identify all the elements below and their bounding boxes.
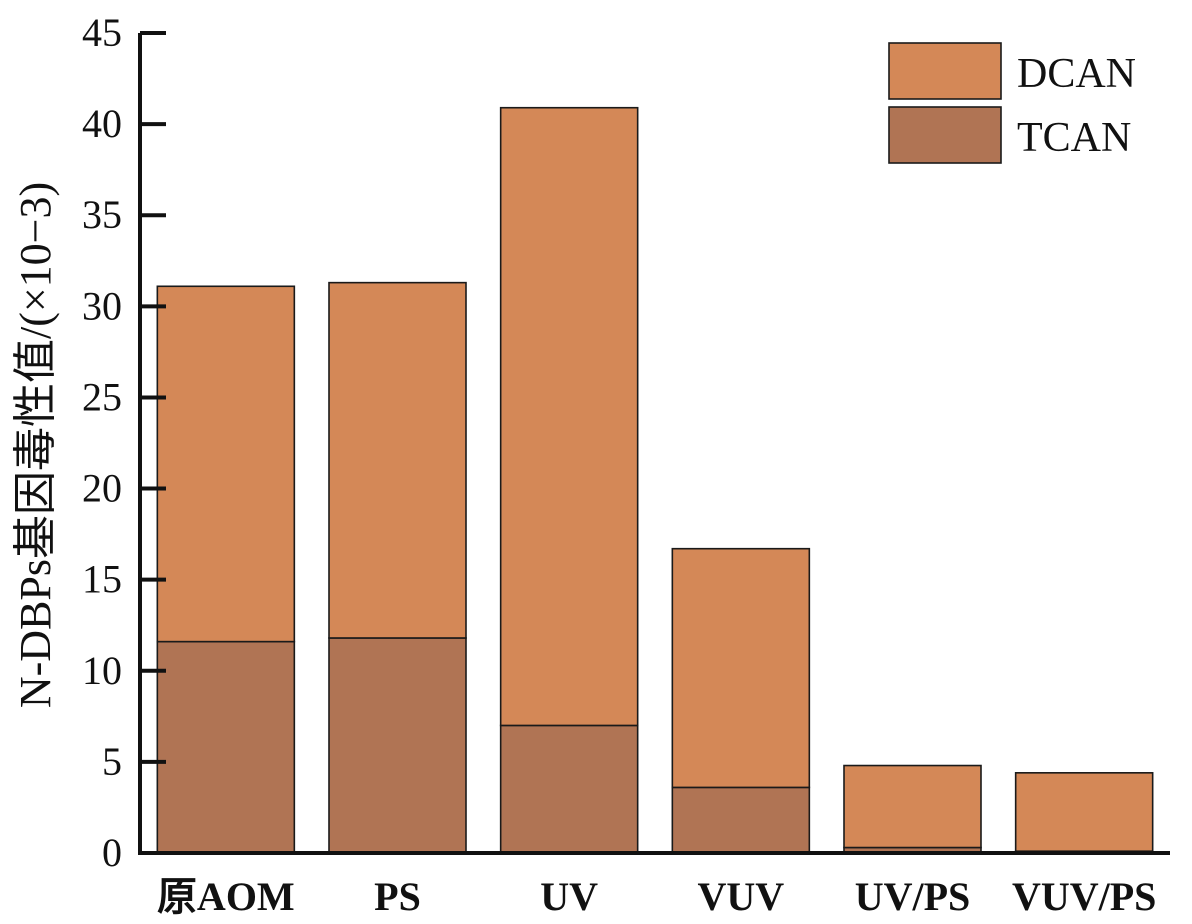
bar-dcan-3 xyxy=(671,547,811,789)
bar-tcan-0 xyxy=(156,640,296,854)
y-tick-label: 15 xyxy=(82,557,122,602)
x-tick-label: VUV/PS xyxy=(1012,874,1156,919)
y-tick-label: 0 xyxy=(102,830,122,875)
legend-label-dcan: DCAN xyxy=(1017,51,1136,97)
x-tick-label: 原AOM xyxy=(157,874,295,919)
y-tick-label: 20 xyxy=(82,466,122,511)
bar-dcan-2 xyxy=(499,106,639,727)
y-tick-label: 35 xyxy=(82,192,122,237)
x-tick-label: VUV xyxy=(697,874,784,919)
y-tick-label: 25 xyxy=(82,374,122,419)
legend-swatch-tcan xyxy=(888,106,1002,164)
bar-tcan-2 xyxy=(499,724,639,854)
y-tick-label: 30 xyxy=(82,283,122,328)
legend: DCAN TCAN xyxy=(888,42,1136,164)
legend-label-tcan: TCAN xyxy=(1017,115,1131,161)
legend-swatch-dcan xyxy=(888,42,1002,100)
y-tick-label: 5 xyxy=(102,739,122,784)
x-tick-label: PS xyxy=(374,874,421,919)
bar-dcan-0 xyxy=(156,285,296,643)
bar-dcan-1 xyxy=(328,281,467,639)
y-tick-label: 40 xyxy=(82,101,122,146)
bar-dcan-4 xyxy=(843,764,982,849)
y-tick-label: 10 xyxy=(82,648,122,693)
y-axis-title: N-DBPs基因毒性值/(×10−3) xyxy=(11,182,60,708)
bar-tcan-3 xyxy=(671,786,811,854)
bar-dcan-5 xyxy=(1014,772,1154,852)
y-tick-label: 45 xyxy=(82,10,122,55)
x-tick-label: UV xyxy=(540,874,598,919)
x-tick-label: UV/PS xyxy=(855,874,971,919)
axes-group: 原AOM PS UV VUV UV/PS VUV/PS 0 5 10 15 20 25 30 35 40 45 xyxy=(82,10,1170,919)
bars-group xyxy=(156,106,1154,854)
bar-tcan-1 xyxy=(328,637,467,854)
